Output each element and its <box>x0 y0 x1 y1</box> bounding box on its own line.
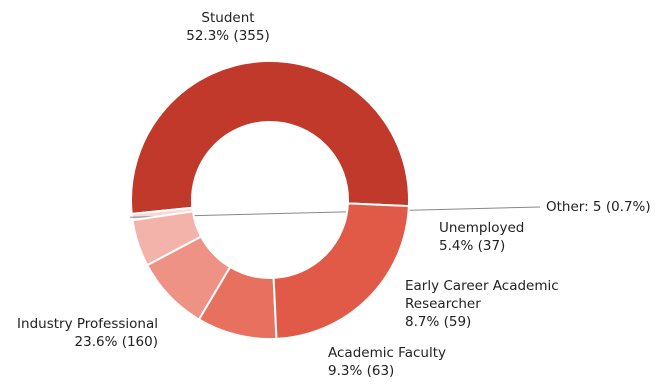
slice-name-early-career-academic-researcher: Researcher <box>405 296 481 312</box>
slice-value-academic-faculty: 9.3% (63) <box>328 363 394 379</box>
slice-name-other-5-0-7: Other: 5 (0.7%) <box>546 199 651 215</box>
label-academic-faculty: Academic Faculty 9.3% (63) <box>328 345 446 379</box>
slice-name-student: Student <box>201 10 254 26</box>
slice-industry-professional <box>272 202 410 340</box>
label-student: Student 52.3% (355) <box>186 10 269 44</box>
label-other-5-0-7: Other: 5 (0.7%) <box>130 199 651 218</box>
slice-name-academic-faculty: Academic Faculty <box>328 345 446 361</box>
label-early-career-academic-researcher: Early Career Academic Researcher 8.7% (59) <box>405 278 559 330</box>
slice-name-industry-professional: Industry Professional <box>17 316 158 332</box>
leader-line-other-5-0-7 <box>130 206 541 218</box>
label-industry-professional: Industry Professional 23.6% (160) <box>17 316 158 350</box>
label-unemployed: Unemployed 5.4% (37) <box>439 220 524 254</box>
slice-value-student: 52.3% (355) <box>186 28 269 44</box>
slice-value-industry-professional: 23.6% (160) <box>75 334 158 350</box>
slice-student <box>130 60 410 215</box>
slice-value-unemployed: 5.4% (37) <box>439 238 505 254</box>
slice-name-unemployed: Unemployed <box>439 220 524 236</box>
slice-value-early-career-academic-researcher: 8.7% (59) <box>405 314 471 330</box>
slice-name-early-career-academic-researcher: Early Career Academic <box>405 278 559 294</box>
